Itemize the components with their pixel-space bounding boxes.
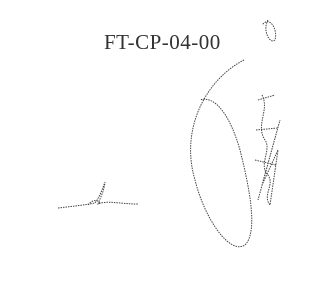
signature-small (58, 182, 138, 208)
page: FT-CP-04-00 (() => { const data = JSON.p… (0, 0, 294, 295)
signatures (0, 0, 294, 295)
signature-large (191, 20, 280, 247)
